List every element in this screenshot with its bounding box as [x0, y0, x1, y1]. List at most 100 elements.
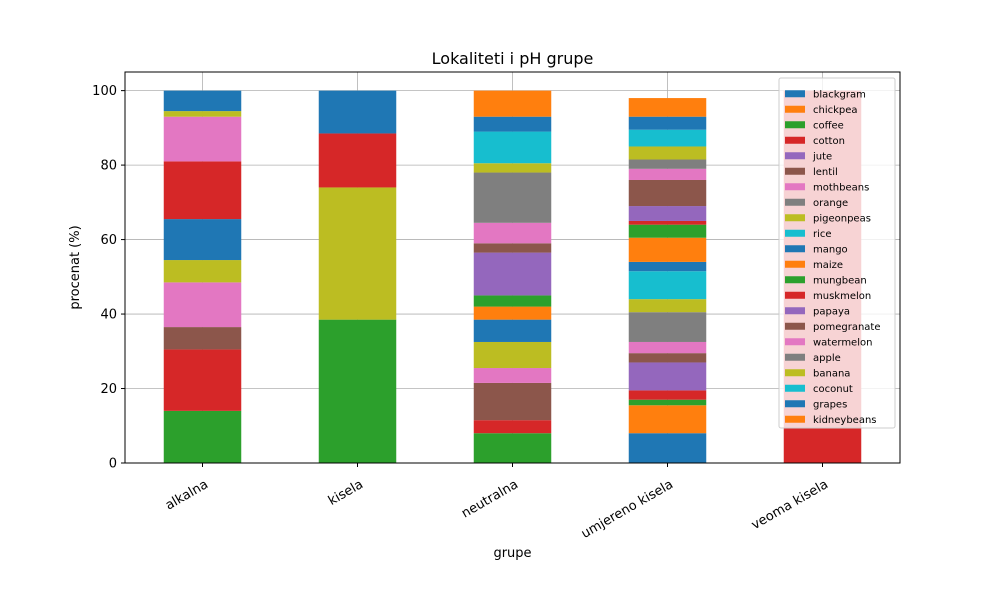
y-axis-label: procenat (%): [68, 225, 83, 309]
legend-swatch-mungbean: [785, 276, 805, 284]
legend-box: [778, 77, 896, 429]
legend-label-orange: orange: [813, 198, 848, 209]
legend-label-banana: banana: [813, 368, 850, 379]
bar-segment-mothbeans: [473, 368, 552, 383]
bar-segment-pigeonpeas: [628, 299, 707, 313]
legend-label-apple: apple: [813, 353, 841, 364]
bar-segment-banana: [473, 163, 552, 173]
y-tick-label: 0: [109, 457, 117, 472]
legend-label-chickpea: chickpea: [813, 105, 858, 116]
y-tick-label: 60: [100, 233, 117, 248]
legend-label-papaya: papaya: [813, 306, 850, 317]
legend-swatch-pomegranate: [785, 322, 805, 330]
bar-segment-lentil: [163, 327, 242, 350]
legend-swatch-mango: [785, 245, 805, 253]
bar-segment-watermelon: [473, 222, 552, 244]
legend-label-pigeonpeas: pigeonpeas: [813, 213, 871, 224]
legend-swatch-apple: [785, 353, 805, 361]
legend-label-mango: mango: [813, 244, 848, 255]
x-axis-label: grupe: [493, 546, 531, 561]
bar-segment-watermelon: [163, 116, 242, 162]
bar-segment-pigeonpeas: [163, 260, 242, 283]
bar-segment-jute: [628, 362, 707, 391]
legend-swatch-papaya: [785, 307, 805, 315]
bar-segment-mothbeans: [163, 282, 242, 328]
legend-swatch-watermelon: [785, 338, 805, 346]
bar-segment-muskmelon: [318, 133, 397, 188]
legend-label-muskmelon: muskmelon: [813, 291, 871, 302]
bar-segment-orange: [628, 312, 707, 342]
bar-segment-pigeonpeas: [473, 341, 552, 369]
legend-label-kidneybeans: kidneybeans: [813, 415, 877, 426]
bar-segment-lentil: [628, 353, 707, 363]
bar-segment-cotton: [163, 349, 242, 411]
legend-label-maize: maize: [813, 260, 843, 271]
bar-segment-kidneybeans: [628, 98, 707, 117]
legend-swatch-blackgram: [785, 90, 805, 98]
bar-segment-banana: [628, 146, 707, 160]
bar-segment-kidneybeans: [473, 90, 552, 117]
legend-label-jute: jute: [812, 151, 832, 162]
bar-segment-grapes: [318, 90, 397, 134]
legend-label-coffee: coffee: [813, 120, 844, 131]
legend-label-coconut: coconut: [813, 384, 853, 395]
bar-segment-mungbean: [628, 224, 707, 238]
bar-segment-watermelon: [628, 168, 707, 180]
bar-segment-apple: [628, 159, 707, 169]
bar-segment-papaya: [473, 252, 552, 296]
chart-title: Lokaliteti i pH grupe: [432, 49, 594, 68]
legend-label-mothbeans: mothbeans: [813, 182, 869, 193]
legend-swatch-cotton: [785, 136, 805, 144]
bar-segment-coffee: [473, 433, 552, 463]
bar-segment-mango: [628, 261, 707, 272]
bar-segment-coffee: [628, 399, 707, 406]
bar-segment-grapes: [473, 116, 552, 132]
y-tick-label: 20: [100, 382, 117, 397]
bar-segment-grapes: [628, 116, 707, 130]
bar-segment-blackgram: [628, 433, 707, 463]
bar-segment-apple: [473, 172, 552, 223]
bar-segment-coconut: [473, 131, 552, 164]
legend-swatch-maize: [785, 260, 805, 268]
bar-segment-mango: [163, 219, 242, 261]
bar-segment-papaya: [628, 206, 707, 221]
bar-segment-lentil: [473, 382, 552, 421]
legend-swatch-coconut: [785, 384, 805, 392]
legend-label-grapes: grapes: [813, 399, 847, 410]
y-tick-label: 100: [92, 84, 117, 99]
legend-swatch-rice: [785, 229, 805, 237]
bar-segment-maize: [628, 237, 707, 262]
bar-segment-chickpea: [628, 405, 707, 434]
y-tick-label: 80: [100, 159, 117, 174]
bar-segment-banana: [163, 111, 242, 117]
bar-segment-pomegranate: [473, 243, 552, 253]
legend-swatch-banana: [785, 369, 805, 377]
bar-segment-coffee: [163, 410, 242, 463]
bar-segment-rice: [628, 271, 707, 300]
legend-label-mungbean: mungbean: [813, 275, 867, 286]
legend-label-lentil: lentil: [813, 167, 838, 178]
bar-segment-grapes: [163, 90, 242, 112]
bar-segment-muskmelon: [628, 220, 707, 225]
legend-swatch-chickpea: [785, 105, 805, 113]
legend-label-pomegranate: pomegranate: [813, 322, 881, 333]
y-tick-label: 40: [100, 308, 117, 323]
bar-segment-mungbean: [473, 295, 552, 307]
bar-segment-mango: [473, 319, 552, 342]
legend-swatch-orange: [785, 198, 805, 206]
bar-segment-pigeonpeas: [318, 187, 397, 320]
legend-label-watermelon: watermelon: [813, 337, 872, 348]
legend-swatch-grapes: [785, 400, 805, 408]
legend-label-cotton: cotton: [813, 136, 845, 147]
bar-segment-maize: [473, 306, 552, 320]
bar-segment-cotton: [473, 420, 552, 434]
legend-swatch-kidneybeans: [785, 415, 805, 423]
legend-swatch-pigeonpeas: [785, 214, 805, 222]
legend-label-rice: rice: [813, 229, 832, 240]
legend: blackgram chickpea coffee cotton jute lentil m…: [778, 77, 896, 429]
legend-swatch-muskmelon: [785, 291, 805, 299]
bar-segment-muskmelon: [163, 161, 242, 220]
legend-label-blackgram: blackgram: [813, 89, 866, 100]
bar-segment-coffee: [318, 319, 397, 463]
